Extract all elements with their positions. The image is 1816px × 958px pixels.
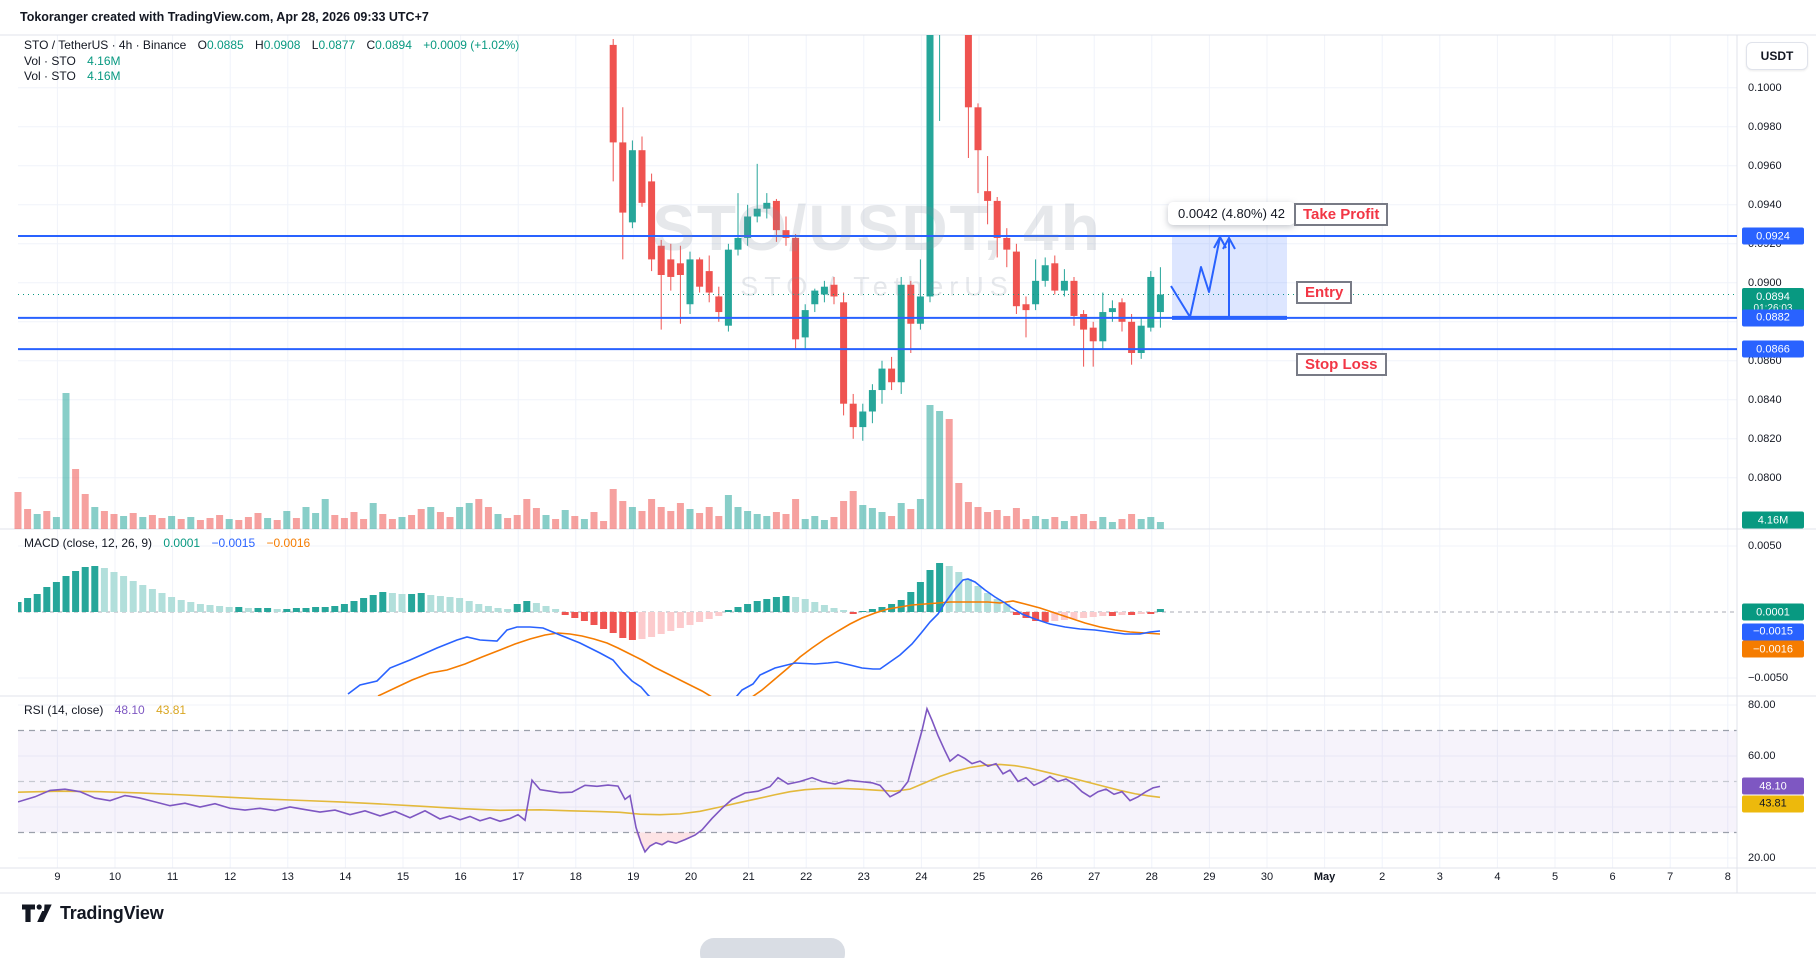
date-label: 4 [1494,871,1501,883]
price-tick: 0.0840 [1748,393,1782,406]
date-label: 9 [54,871,61,883]
date-label: 3 [1436,871,1443,883]
date-label: 17 [512,871,525,883]
date-label: 16 [454,871,467,883]
price-tick: 0.0820 [1748,432,1782,445]
entry-label[interactable]: Entry [1296,281,1353,304]
macd-tick: −0.0050 [1748,672,1789,684]
date-label: 13 [281,871,294,883]
projection-path[interactable] [1170,236,1221,318]
take-profit-label[interactable]: Take Profit [1294,203,1389,226]
macd-line-badge: −0.0015 [1742,623,1804,641]
date-label: 26 [1030,871,1043,883]
price-tick: 0.0900 [1748,276,1782,289]
date-label: 8 [1724,871,1731,883]
rsi-tick: 20.00 [1748,852,1776,864]
open-value: 0.0885 [207,38,244,52]
macd-legend[interactable]: MACD (close, 12, 26, 9) 0.0001 −0.0015 −… [24,536,311,550]
high-value: 0.0908 [263,38,301,52]
macd-series [18,563,1164,696]
attribution-text: Tokoranger created with TradingView.com,… [20,10,429,24]
price-tick: 0.0960 [1748,159,1782,172]
date-label: 19 [627,871,640,883]
macd-hist-badge: 0.0001 [1742,603,1804,621]
date-label: 20 [684,871,698,883]
rsi-value-badge: 48.10 [1742,777,1804,795]
watermark-pair: STO / TetherUS [740,271,1014,302]
date-label: 27 [1088,871,1101,883]
date-label: 25 [972,871,986,883]
symbol-legend[interactable]: STO / TetherUS · 4h · Binance O0.0885 H0… [24,38,520,52]
entry-price-badge: 0.0882 [1742,309,1804,327]
tradingview-logo-icon [22,903,52,924]
date-label: 10 [108,871,122,883]
bottom-pill [700,938,845,958]
take-profit-price-badge: 0.0924 [1742,227,1804,245]
volume-legend-2[interactable]: Vol · STO 4.16M [24,69,121,83]
tradingview-logo-text: TradingView [60,903,164,923]
macd-signal-badge: −0.0016 [1742,640,1804,658]
macd-tick: 0.0050 [1748,540,1782,552]
date-label: May [1313,871,1336,883]
rsi-tick: 80.00 [1748,699,1776,711]
stop-loss-label[interactable]: Stop Loss [1296,353,1387,376]
rsi-ma-badge: 43.81 [1742,795,1804,813]
date-label: 28 [1145,871,1158,883]
time-axis[interactable] [0,868,1816,894]
measure-tooltip: 0.0042 (4.80%) 42 [1168,202,1295,225]
date-label: 2 [1379,871,1386,883]
date-label: 30 [1260,871,1274,883]
date-label: 15 [396,871,410,883]
date-label: 7 [1667,871,1674,883]
date-label: 24 [915,871,928,883]
price-tick: 0.0940 [1748,198,1782,211]
price-tick: 0.1000 [1748,81,1782,94]
candle-series [609,35,1164,441]
price-tick: 0.0800 [1748,471,1782,484]
date-label: 22 [800,871,813,883]
date-label: 5 [1551,871,1559,883]
date-label: 29 [1203,871,1216,883]
date-label: 6 [1609,871,1616,883]
stop-loss-price-badge: 0.0866 [1742,340,1804,358]
date-label: 21 [742,871,755,883]
date-label: 14 [339,871,352,883]
date-label: 12 [224,871,237,883]
date-label: 18 [569,871,582,883]
watermark-symbol: STO/USDT, 4h [652,192,1102,264]
date-label: 11 [166,871,179,883]
close-value: 0.0894 [375,38,412,52]
price-tick: 0.0980 [1748,120,1782,133]
date-label: 23 [857,871,870,883]
rsi-legend[interactable]: RSI (14, close) 48.10 43.81 [24,703,187,717]
price-tick: 0.0860 [1748,354,1782,367]
volume-legend-1[interactable]: Vol · STO 4.16M [24,54,121,68]
low-value: 0.0877 [318,38,356,52]
tradingview-logo[interactable]: TradingView [22,903,164,924]
volume-badge: 4.16M [1742,511,1804,529]
symbol-title: STO / TetherUS · 4h · Binance [24,38,187,52]
change-value: +0.0009 (+1.02%) [423,38,520,52]
currency-toggle-button[interactable]: USDT [1746,42,1808,70]
volume-series [14,393,1164,529]
rsi-tick: 60.00 [1748,750,1776,762]
rsi-series [18,706,1161,854]
